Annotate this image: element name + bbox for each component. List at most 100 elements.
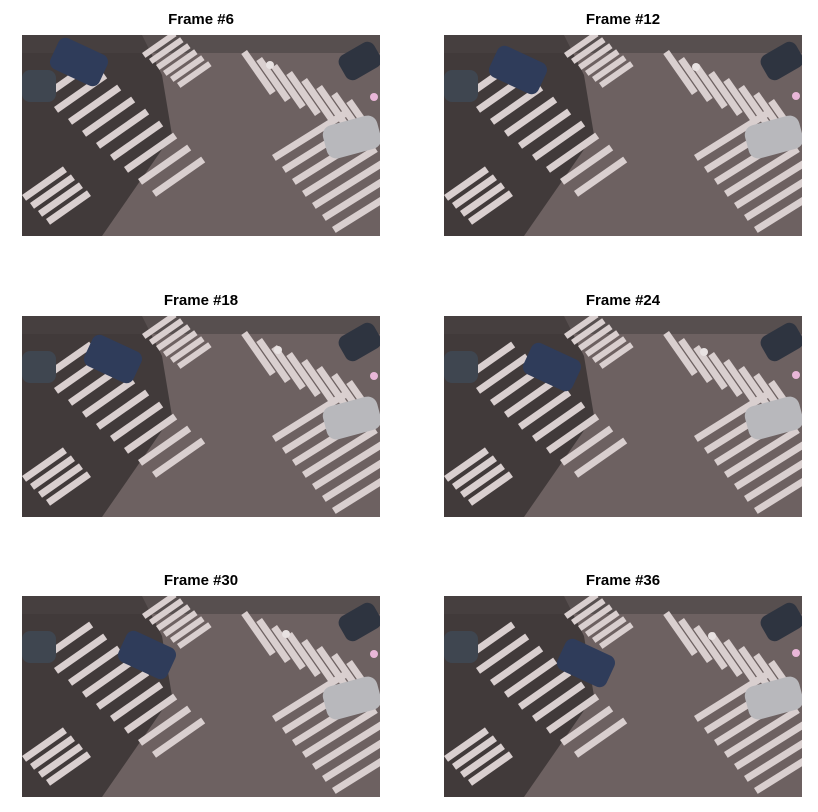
- pedestrian: [708, 632, 716, 640]
- crosswalk-stripe: [177, 342, 212, 369]
- parked-dark-car: [760, 41, 802, 81]
- crosswalk-stripe: [452, 174, 497, 209]
- crosswalk-stripe: [81, 377, 136, 418]
- crosswalk-stripe: [156, 604, 191, 631]
- moving-car: [83, 334, 143, 384]
- crosswalk-stripe: [312, 157, 380, 209]
- crosswalk-stripe: [452, 455, 497, 490]
- pedestrian-pink: [370, 372, 378, 380]
- crosswalk-stripe: [302, 426, 378, 478]
- crosswalk-stripe: [546, 693, 600, 734]
- crosswalk-stripe: [271, 625, 306, 670]
- parked-silver-car: [744, 115, 802, 159]
- crosswalk-stripe: [694, 670, 770, 722]
- crosswalk-stripe: [286, 352, 321, 397]
- crosswalk-stripe: [678, 56, 713, 102]
- crosswalk-stripe: [452, 735, 497, 770]
- crosswalk-stripe: [564, 596, 599, 619]
- crosswalk-stripe: [96, 389, 150, 430]
- crosswalk-stripe: [723, 639, 758, 684]
- crosswalk-stripe: [256, 56, 291, 102]
- crosswalk-stripe: [271, 345, 306, 390]
- crosswalk-stripe: [490, 365, 544, 406]
- crosswalk-stripe: [138, 144, 192, 185]
- crosswalk-stripe: [152, 437, 206, 478]
- crosswalk-stripe: [301, 77, 336, 123]
- crosswalk-stripe: [504, 96, 558, 137]
- crosswalk-stripe: [468, 751, 513, 786]
- pedestrian: [266, 61, 274, 69]
- parked-car-left: [22, 70, 56, 102]
- crosswalk-stripe: [490, 645, 544, 686]
- crosswalk-stripe: [149, 598, 184, 625]
- pedestrian: [274, 346, 282, 354]
- frame-title: Frame #24: [585, 292, 661, 309]
- pedestrian-pink: [370, 93, 378, 101]
- parked-silver-car: [322, 115, 380, 159]
- crosswalk-stripe: [468, 471, 513, 506]
- crosswalk-stripe: [518, 389, 572, 430]
- crosswalk-stripe: [744, 730, 802, 782]
- crosswalk-stripe: [46, 751, 91, 786]
- crosswalk-stripe: [30, 174, 75, 209]
- crosswalk-stripe: [141, 316, 177, 339]
- crosswalk-stripe: [754, 181, 802, 233]
- crosswalk-stripe: [156, 324, 191, 351]
- crosswalk-stripe: [38, 182, 83, 217]
- crosswalk-stripe: [584, 49, 620, 76]
- crosswalk-stripe: [332, 742, 380, 794]
- crosswalk-stripe: [518, 669, 572, 710]
- crosswalk-stripe: [256, 617, 291, 663]
- crosswalk-stripe: [573, 156, 628, 197]
- crosswalk-stripe: [241, 611, 276, 656]
- pedestrian: [700, 348, 708, 356]
- crosswalk-stripe: [744, 450, 802, 502]
- crosswalk-stripe: [322, 169, 380, 221]
- crosswalk-stripe: [81, 657, 136, 698]
- crosswalk-stripe: [724, 706, 800, 758]
- crosswalk-stripe: [518, 108, 572, 149]
- crosswalk-stripe: [724, 145, 800, 197]
- crosswalk-stripe: [708, 352, 743, 397]
- crosswalk-stripe: [241, 50, 276, 95]
- intersection-photo: [22, 596, 380, 797]
- parked-dark-car: [338, 41, 380, 81]
- frame-title: Frame #18: [163, 292, 239, 309]
- crosswalk-stripe: [693, 345, 728, 390]
- parked-car-left: [444, 631, 478, 663]
- crosswalk-stripe: [694, 109, 770, 161]
- crosswalk-stripe: [734, 718, 802, 770]
- crosswalk-stripe: [560, 705, 614, 746]
- crosswalk-stripe: [110, 681, 164, 722]
- crosswalk-stripe: [312, 438, 380, 490]
- crosswalk-stripe: [490, 84, 544, 125]
- crosswalk-stripe: [444, 727, 489, 762]
- crosswalk-stripe: [162, 330, 198, 357]
- crosswalk-stripe: [591, 55, 627, 82]
- pedestrian-pink: [370, 650, 378, 658]
- pedestrian-pink: [792, 92, 800, 100]
- parked-silver-car: [744, 396, 802, 440]
- crosswalk-stripe: [110, 120, 164, 161]
- crosswalk-stripe: [460, 743, 505, 778]
- moving-car: [49, 37, 109, 87]
- crosswalk-stripe: [156, 43, 191, 70]
- crosswalk-stripe: [286, 70, 321, 116]
- intersection-photo: [22, 316, 380, 517]
- crosswalk-stripe: [96, 669, 150, 710]
- crosswalk-stripe: [124, 132, 178, 173]
- crosswalk-stripe: [141, 596, 177, 619]
- parked-dark-car: [338, 602, 380, 642]
- crosswalk-stripe: [302, 706, 378, 758]
- crosswalk-stripe: [54, 633, 108, 674]
- intersection-photo: [444, 316, 802, 517]
- crosswalk-stripe: [663, 50, 698, 95]
- crosswalk-stripe: [68, 84, 122, 125]
- parked-silver-car: [744, 676, 802, 720]
- crosswalk-stripe: [301, 359, 336, 404]
- crosswalk-stripe: [708, 70, 743, 116]
- crosswalk-stripe: [46, 190, 91, 225]
- crosswalk-stripe: [678, 338, 713, 383]
- moving-car: [556, 638, 616, 688]
- crosswalk-stripe: [693, 64, 728, 109]
